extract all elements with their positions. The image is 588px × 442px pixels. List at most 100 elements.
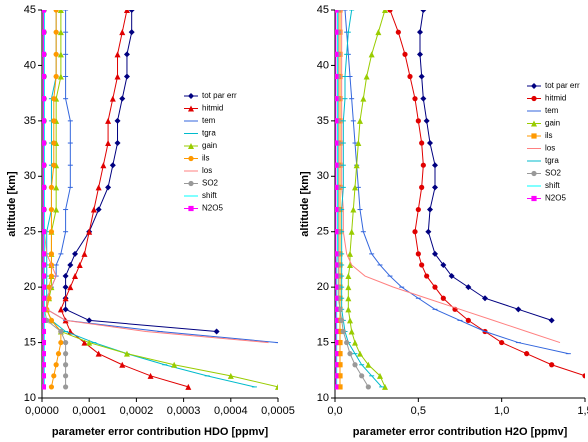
marker	[51, 162, 57, 168]
marker	[345, 295, 352, 302]
marker	[86, 228, 93, 235]
marker	[185, 383, 192, 390]
marker	[420, 95, 427, 102]
marker	[128, 10, 135, 13]
marker	[114, 51, 121, 58]
marker	[531, 95, 537, 102]
legend-label: ils	[545, 131, 553, 140]
marker	[188, 205, 194, 212]
marker	[352, 184, 358, 191]
marker	[63, 384, 69, 390]
marker	[57, 29, 64, 36]
marker	[425, 228, 432, 235]
marker	[335, 262, 339, 268]
marker	[51, 373, 57, 379]
marker	[420, 10, 427, 13]
marker	[347, 351, 353, 357]
marker	[335, 362, 339, 368]
x-tick-label: 0,0000	[25, 405, 59, 417]
marker	[415, 206, 421, 213]
marker	[42, 362, 47, 368]
marker	[335, 29, 339, 35]
marker	[344, 339, 350, 346]
marker	[340, 328, 346, 335]
marker	[348, 328, 355, 335]
marker	[337, 362, 343, 368]
marker	[432, 250, 438, 257]
marker	[42, 184, 47, 190]
y-tick-label: 35	[24, 115, 36, 127]
marker	[417, 29, 423, 36]
marker	[53, 51, 59, 57]
legend: tot par err hitmid tem tgra gain ils los SO2 shi…	[184, 91, 237, 213]
y-tick-label: 45	[317, 4, 329, 16]
marker	[42, 51, 47, 57]
series-line	[46, 10, 255, 388]
marker	[53, 10, 59, 13]
marker	[335, 384, 339, 390]
x-tick-label: 0,0003	[167, 405, 201, 417]
marker	[360, 95, 367, 102]
marker	[355, 140, 362, 147]
marker	[81, 250, 88, 257]
marker	[335, 229, 339, 235]
marker	[335, 295, 339, 301]
marker	[352, 339, 358, 346]
marker	[42, 206, 47, 213]
legend-label: tot par err	[202, 91, 237, 100]
marker	[465, 317, 471, 323]
marker	[347, 250, 353, 257]
marker	[335, 96, 339, 102]
marker	[123, 10, 130, 13]
marker	[90, 206, 97, 213]
marker	[109, 162, 116, 169]
marker	[419, 140, 425, 146]
legend-label: ils	[202, 154, 210, 163]
legend-label: gain	[202, 141, 217, 150]
marker	[335, 140, 339, 146]
marker	[58, 339, 64, 346]
marker	[345, 273, 352, 280]
marker	[432, 162, 438, 169]
legend-label: tot par err	[545, 81, 580, 90]
series-line	[344, 10, 569, 355]
marker	[76, 261, 83, 268]
marker	[57, 306, 64, 313]
marker	[128, 29, 135, 36]
marker	[337, 351, 343, 357]
marker	[440, 261, 447, 268]
marker	[531, 133, 537, 139]
marker	[42, 273, 47, 279]
y-tick-label: 25	[24, 226, 36, 238]
marker	[57, 51, 64, 58]
y-tick-label: 10	[24, 392, 36, 404]
marker	[524, 351, 530, 357]
marker	[365, 361, 372, 368]
marker	[412, 96, 418, 102]
legend-label: SO2	[202, 179, 219, 188]
marker	[123, 73, 130, 80]
plot: 10 15 20 25 30 35 40 45 0,0000 0,0001 0,0002 0,0003…	[6, 4, 295, 438]
legend-label: tgra	[202, 129, 216, 138]
x-tick-label: 0,0002	[120, 405, 154, 417]
marker	[415, 251, 421, 257]
marker	[114, 73, 121, 80]
y-tick-label: 10	[317, 392, 329, 404]
legend-label: gain	[545, 119, 560, 128]
marker	[51, 140, 57, 146]
marker	[48, 251, 55, 257]
marker	[58, 328, 64, 335]
series-line	[46, 10, 278, 388]
x-tick-label: 1,5	[577, 405, 588, 417]
marker	[42, 351, 47, 357]
marker	[48, 317, 55, 323]
marker	[335, 51, 339, 57]
marker	[42, 328, 47, 335]
series-layer	[335, 10, 585, 390]
marker	[335, 273, 339, 279]
y-tick-label: 15	[24, 336, 36, 348]
marker	[48, 273, 55, 279]
marker	[347, 261, 353, 268]
marker	[95, 206, 102, 213]
